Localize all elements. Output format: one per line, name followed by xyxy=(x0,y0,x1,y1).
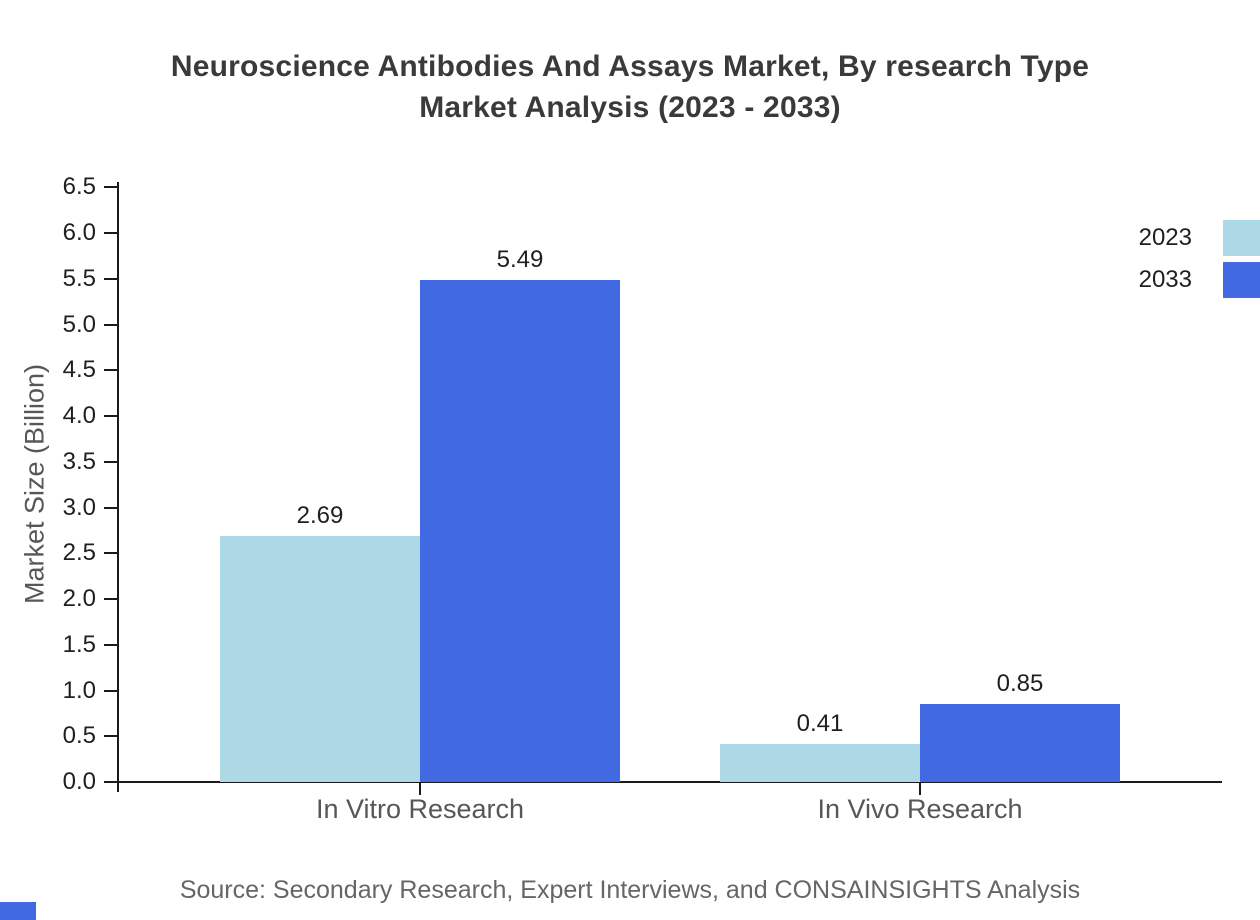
y-tick-label: 0.0 xyxy=(62,768,96,795)
source-note: Source: Secondary Research, Expert Inter… xyxy=(179,876,1081,904)
legend-label-2023: 2023 xyxy=(1138,224,1192,251)
chart-title: Neuroscience Antibodies And Assays Marke… xyxy=(0,46,1260,128)
y-tick-mark xyxy=(104,324,117,326)
y-tick-label: 4.0 xyxy=(62,402,96,429)
y-tick-mark xyxy=(104,415,117,417)
chart-title-line-2: Market Analysis (2023 - 2033) xyxy=(419,91,841,124)
y-tick-label: 6.5 xyxy=(62,173,96,200)
y-tick-label: 1.0 xyxy=(62,677,96,704)
y-tick-label: 3.5 xyxy=(62,448,96,475)
y-tick-label: 1.5 xyxy=(62,631,96,658)
y-tick-mark xyxy=(104,186,117,188)
bar-2023-0 xyxy=(220,536,420,782)
y-tick-label: 2.0 xyxy=(62,585,96,612)
chart-title-line-1: Neuroscience Antibodies And Assays Marke… xyxy=(170,50,1090,83)
bar-value-label: 0.85 xyxy=(996,670,1044,697)
legend-swatch-2023 xyxy=(1223,220,1260,256)
legend-swatch-2033 xyxy=(1223,262,1260,298)
y-axis-line xyxy=(117,182,119,792)
y-tick-label: 4.5 xyxy=(62,356,96,383)
y-tick-mark xyxy=(104,461,117,463)
y-tick-label: 2.5 xyxy=(62,539,96,566)
x-tick-mark xyxy=(919,783,921,795)
y-tick-mark xyxy=(104,369,117,371)
x-tick-mark xyxy=(419,783,421,795)
y-tick-mark xyxy=(104,644,117,646)
x-axis-line xyxy=(117,781,1222,783)
bar-value-label: 2.69 xyxy=(296,502,344,529)
bar-2033-1 xyxy=(920,704,1120,782)
y-tick-mark xyxy=(104,552,117,554)
y-tick-mark xyxy=(104,232,117,234)
bar-2033-0 xyxy=(420,280,620,782)
legend-label-2033: 2033 xyxy=(1138,266,1192,293)
y-tick-label: 0.5 xyxy=(62,722,96,749)
category-label-0: In Vitro Research xyxy=(315,794,525,824)
bar-value-label: 0.41 xyxy=(796,710,844,737)
y-tick-label: 5.5 xyxy=(62,265,96,292)
y-tick-mark xyxy=(104,507,117,509)
bar-value-label: 5.49 xyxy=(496,246,544,273)
y-tick-mark xyxy=(104,690,117,692)
y-tick-mark xyxy=(104,278,117,280)
y-tick-label: 6.0 xyxy=(62,219,96,246)
bar-2023-1 xyxy=(720,744,920,782)
y-tick-mark xyxy=(104,598,117,600)
y-tick-mark xyxy=(104,781,117,783)
y-tick-label: 3.0 xyxy=(62,494,96,521)
brand-mark xyxy=(0,902,36,920)
y-tick-mark xyxy=(104,735,117,737)
y-tick-label: 5.0 xyxy=(62,311,96,338)
category-label-1: In Vivo Research xyxy=(817,794,1023,824)
